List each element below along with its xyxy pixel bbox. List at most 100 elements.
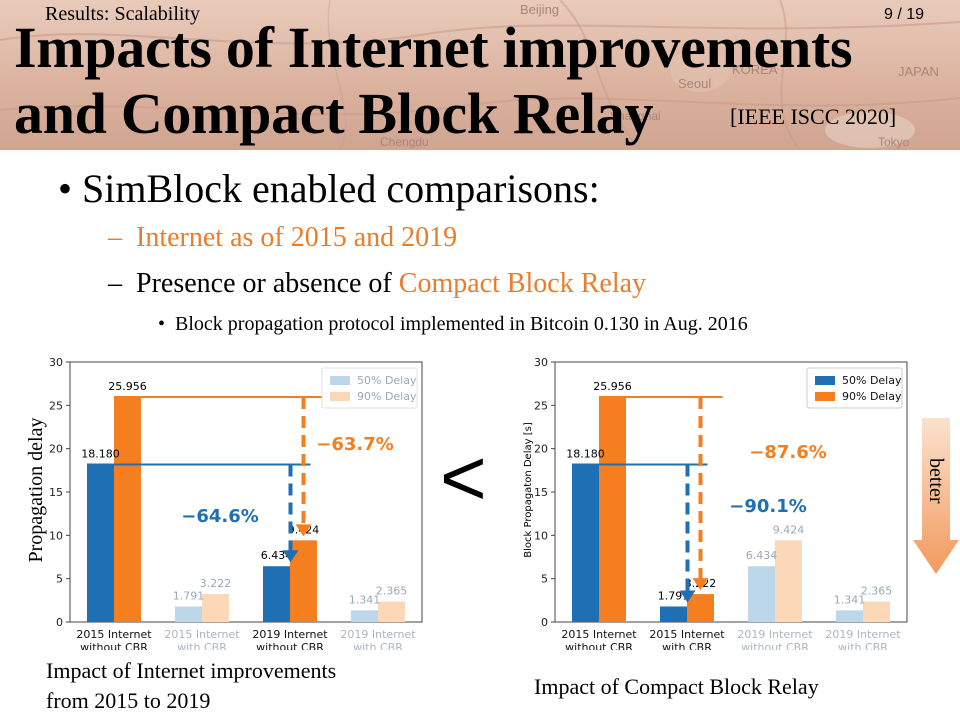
legend-swatch-90 [330,392,350,401]
x-category-label: 2015 Internet [649,628,725,641]
legend-swatch-50 [330,376,350,385]
caption-left-line1: Impact of Internet improvements [46,658,337,683]
bar-value-label-50: 1.791 [173,589,205,602]
bar-50-delay [572,464,599,622]
x-category-label: without CBR [256,641,324,650]
x-category-label: 2015 Internet [76,628,152,641]
x-category-label: 2019 Internet [737,628,813,641]
bar-90-delay [378,601,405,622]
legend-label-50: 50% Delay [357,374,417,387]
x-category-label: with CBR [353,641,403,650]
citation: [IEEE ISCC 2020] [730,104,897,129]
caption-left-line2: from 2015 to 2019 [46,688,211,713]
page-number: 9 / 19 [884,6,925,23]
bullet-main-text: SimBlock enabled comparisons: [82,166,600,211]
annotation-reduction-50: −64.6% [181,506,259,527]
map-label-seoul: Seoul [678,76,711,91]
bar-value-label-90: 3.222 [200,577,232,590]
legend-label-90: 90% Delay [842,390,902,403]
bar-value-label-50: 6.434 [746,549,778,562]
bullet-sub-cbr-prefix: Presence or absence of [136,268,399,299]
map-label-beijing: Beijing [520,2,559,17]
bar-50-delay [175,606,202,622]
bullet-sub-internet: – Internet as of 2015 and 2019 [108,222,457,254]
arrowhead-50 [679,590,696,603]
map-label-japan: JAPAN [898,64,939,79]
y-axis-label: Propagation delay [25,418,47,563]
better-label: better [925,458,947,504]
x-category-label: 2019 Internet [340,628,416,641]
y-tick-label: 30 [49,356,63,369]
map-label-chengdu: Chengdu [380,135,429,149]
title-banner: Beijing KOREA Seoul JAPAN Chengdu Tokyo … [0,0,960,150]
annotation-reduction-90: −87.6% [749,442,827,463]
arrowhead-50 [282,550,299,563]
legend-swatch-50 [815,376,835,385]
better-arrow-shape [913,418,959,574]
bar-90-delay [599,397,626,622]
bar-90-delay [114,397,141,622]
annotation-reduction-90: −63.7% [316,434,394,455]
bar-90-delay [775,540,802,622]
y-tick-label: 25 [49,399,63,412]
bullet-sub-protocol-text: Block propagation protocol implemented i… [175,313,748,335]
bar-value-label-90: 9.424 [773,523,805,536]
x-category-label: without CBR [80,641,148,650]
bullet-sub-cbr-highlight: Compact Block Relay [398,268,647,299]
y-tick-label: 20 [534,443,548,456]
x-category-label: with CBR [838,641,888,650]
bar-50-delay [263,566,290,622]
bar-value-label-90: 2.365 [376,585,408,598]
bar-value-label-90: 2.365 [861,585,893,598]
bar-value-label-50: 1.341 [349,593,381,606]
bullet-main: • SimBlock enabled comparisons: [58,165,600,212]
bar-50-delay [748,566,775,622]
slide-title-line1: Impacts of Internet improvements [14,15,853,80]
x-category-label: without CBR [741,641,809,650]
bullet-dot-small: • [158,313,171,335]
arrowhead-90 [295,524,312,537]
less-than-symbol: < [440,433,487,522]
x-category-label: with CBR [177,641,227,650]
y-tick-label: 30 [534,356,548,369]
slide-title-line2: and Compact Block Relay [14,81,654,146]
bar-value-label-90: 25.956 [108,380,147,393]
dash: – [108,222,129,253]
bar-50-delay [836,610,863,622]
x-category-label: 2015 Internet [561,628,637,641]
map-label-korea: KOREA [732,62,778,77]
map-background-image: Beijing KOREA Seoul JAPAN Chengdu Tokyo … [0,0,960,150]
dash: – [108,268,129,299]
bar-value-label-50: 1.341 [834,593,866,606]
bar-90-delay [687,594,714,622]
bar-50-delay [660,606,687,622]
y-tick-label: 15 [49,486,63,499]
y-tick-label: 5 [56,573,63,586]
map-label-shanghai: Shanghai [610,109,661,123]
map-label-tokyo: Tokyo [878,135,910,149]
x-category-label: with CBR [662,641,712,650]
bar-90-delay [202,594,229,622]
bar-50-delay [351,610,378,622]
y-tick-label: 0 [541,616,548,629]
bullet-sub-internet-text: Internet as of 2015 and 2019 [136,222,458,253]
bar-50-delay [87,464,114,622]
bullet-sub-cbr: – Presence or absence of Compact Block R… [108,268,646,300]
bar-value-label-90: 25.956 [593,380,632,393]
better-arrow: better [913,418,959,574]
y-tick-label: 10 [49,529,63,542]
legend-swatch-90 [815,392,835,401]
y-tick-label: 0 [56,616,63,629]
y-tick-label: 10 [534,529,548,542]
bar-value-label-50: 18.180 [81,447,120,460]
bar-value-label-50: 18.180 [566,447,605,460]
y-tick-label: 15 [534,486,548,499]
section-label: Results: Scalability [45,3,200,25]
annotation-reduction-50: −90.1% [729,496,807,517]
y-tick-label: 20 [49,443,63,456]
x-category-label: 2019 Internet [825,628,901,641]
x-category-label: 2019 Internet [252,628,328,641]
y-axis-label: Block Propagaton Delay [s] [523,422,534,558]
